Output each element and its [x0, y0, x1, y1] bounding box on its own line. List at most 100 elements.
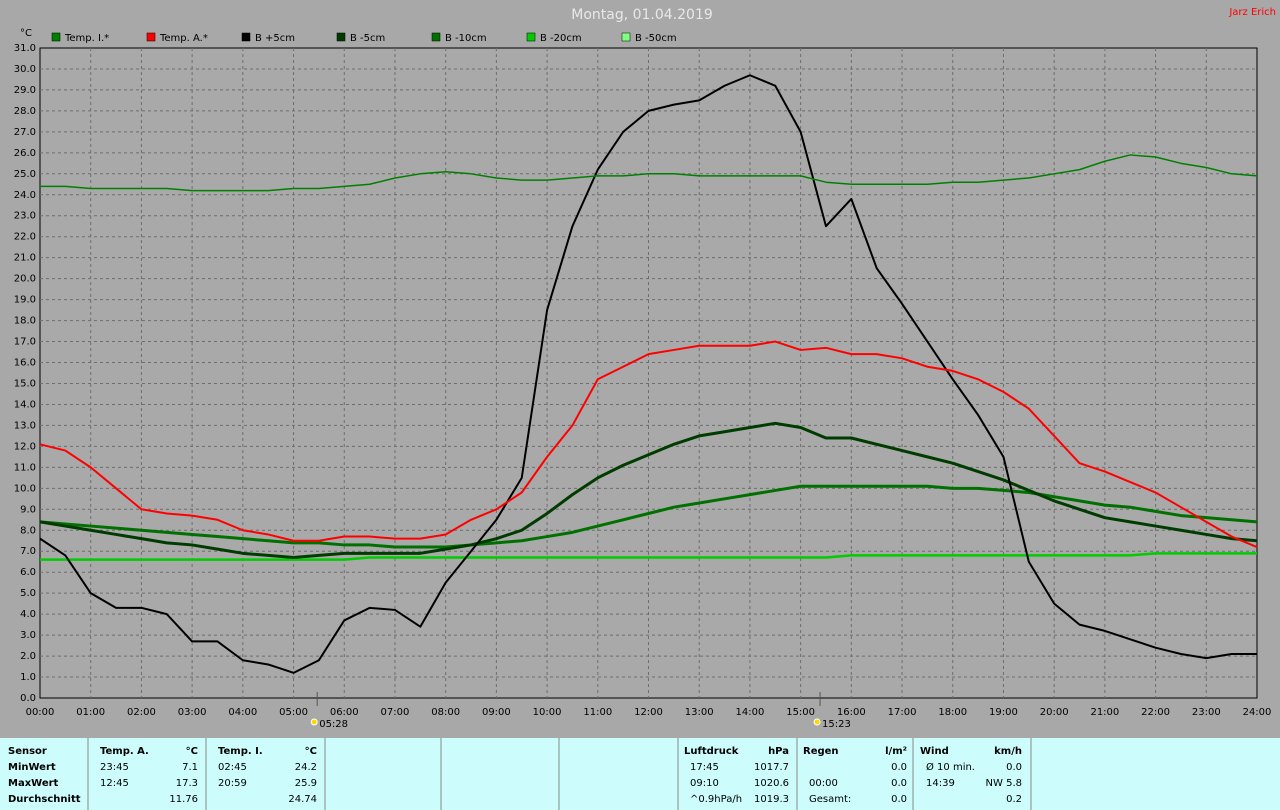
table-cell: 1020.6 — [754, 778, 789, 789]
legend-label: B -50cm — [635, 33, 677, 44]
table-cell: Regen — [803, 746, 839, 757]
x-tick-label: 02:00 — [127, 707, 156, 718]
y-tick-label: 18.0 — [14, 316, 36, 327]
series-line — [39, 340, 1258, 548]
table-cell: hPa — [768, 746, 789, 757]
table-cell: 24.74 — [288, 794, 317, 805]
x-tick-label: 12:00 — [634, 707, 663, 718]
x-tick-label: 21:00 — [1090, 707, 1119, 718]
table-cell: Temp. A. — [100, 746, 149, 757]
sun-icon — [813, 718, 821, 726]
y-tick-label: 10.0 — [14, 483, 36, 494]
x-tick-label: 04:00 — [228, 707, 257, 718]
table-cell: °C — [186, 746, 198, 757]
y-tick-label: 27.0 — [14, 127, 36, 138]
table-cell: NW 5.8 — [986, 778, 1022, 789]
table-cell: 0.0 — [891, 778, 907, 789]
y-tick-label: 23.0 — [14, 211, 36, 222]
x-tick-label: 08:00 — [431, 707, 460, 718]
x-tick-label: 07:00 — [381, 707, 410, 718]
y-tick-label: 7.0 — [20, 546, 36, 557]
legend-label: Temp. A.* — [159, 33, 208, 44]
x-tick-label: 20:00 — [1040, 707, 1069, 718]
stats-panel — [0, 738, 1280, 810]
y-tick-label: 30.0 — [14, 64, 36, 75]
user: Jarz Erich — [1228, 7, 1276, 18]
series-line — [39, 484, 1258, 549]
table-cell: 20:59 — [218, 778, 247, 789]
table-cell: 0.0 — [891, 762, 907, 773]
table-cell: 0.0 — [1006, 762, 1022, 773]
table-cell: 17:45 — [690, 762, 719, 773]
y-tick-label: 6.0 — [20, 567, 36, 578]
table-cell: MinWert — [8, 762, 56, 773]
table-cell: MaxWert — [8, 778, 59, 789]
x-tick-label: 18:00 — [938, 707, 967, 718]
legend-swatch — [146, 32, 156, 42]
legend-label: B -5cm — [350, 33, 385, 44]
y-tick-label: 17.0 — [14, 337, 36, 348]
legend-swatch — [51, 32, 61, 42]
series-line — [39, 74, 1257, 674]
table-cell: 7.1 — [182, 762, 198, 773]
y-tick-label: 29.0 — [14, 85, 36, 96]
table-cell: 25.9 — [295, 778, 317, 789]
table-cell: Sensor — [8, 746, 47, 757]
table-cell: 0.2 — [1006, 794, 1022, 805]
table-cell: l/m² — [885, 746, 907, 757]
table-cell: ^0.9hPa/h — [690, 794, 742, 805]
y-tick-label: 25.0 — [14, 169, 36, 180]
table-cell: 0.0 — [891, 794, 907, 805]
table-cell: 1017.7 — [754, 762, 789, 773]
x-tick-label: 01:00 — [76, 707, 105, 718]
y-tick-label: 11.0 — [14, 462, 36, 473]
x-tick-label: 05:00 — [279, 707, 308, 718]
table-cell: Gesamt: — [809, 794, 851, 805]
legend-swatch — [431, 32, 441, 42]
table-cell: 23:45 — [100, 762, 129, 773]
y-tick-label: 14.0 — [14, 399, 36, 410]
series-line — [39, 421, 1258, 560]
legend-label: B -10cm — [445, 33, 487, 44]
table-cell: Ø 10 min. — [926, 761, 975, 773]
table-cell: Durchschnitt — [8, 794, 81, 805]
y-tick-label: 9.0 — [20, 504, 36, 515]
y-tick-label: 8.0 — [20, 525, 36, 536]
y-tick-label: 20.0 — [14, 274, 36, 285]
x-tick-label: 00:00 — [26, 707, 55, 718]
legend-swatch — [241, 32, 251, 42]
y-tick-label: 19.0 — [14, 295, 36, 306]
y-tick-label: 16.0 — [14, 358, 36, 369]
x-tick-label: 06:00 — [330, 707, 359, 718]
table-cell: Luftdruck — [684, 746, 739, 757]
table-cell: 09:10 — [690, 778, 719, 789]
y-tick-label: 0.0 — [20, 693, 36, 704]
table-cell: 1019.3 — [754, 794, 789, 805]
series-line — [40, 154, 1258, 192]
x-tick-label: 09:00 — [482, 707, 511, 718]
x-tick-label: 15:00 — [786, 707, 815, 718]
x-tick-label: 23:00 — [1192, 707, 1221, 718]
y-tick-label: 28.0 — [14, 106, 36, 117]
table-cell: 02:45 — [218, 762, 247, 773]
x-tick-label: 16:00 — [837, 707, 866, 718]
series-line — [40, 552, 1257, 561]
y-tick-label: 1.0 — [20, 672, 36, 683]
y-tick-label: 22.0 — [14, 232, 36, 243]
y-tick-label: 26.0 — [14, 148, 36, 159]
x-tick-label: 22:00 — [1141, 707, 1170, 718]
table-cell: °C — [305, 746, 317, 757]
x-tick-label: 10:00 — [533, 707, 562, 718]
x-tick-label: 19:00 — [989, 707, 1018, 718]
table-cell: 24.2 — [295, 762, 317, 773]
legend-swatch — [526, 32, 536, 42]
y-tick-label: 4.0 — [20, 609, 36, 620]
table-cell: Wind — [920, 746, 949, 757]
y-tick-label: 3.0 — [20, 630, 36, 641]
y-tick-label: 13.0 — [14, 420, 36, 431]
stats-grid — [87, 738, 1032, 810]
table-cell: 00:00 — [809, 778, 838, 789]
table-cell: 17.3 — [176, 778, 198, 789]
x-tick-label: 14:00 — [736, 707, 765, 718]
